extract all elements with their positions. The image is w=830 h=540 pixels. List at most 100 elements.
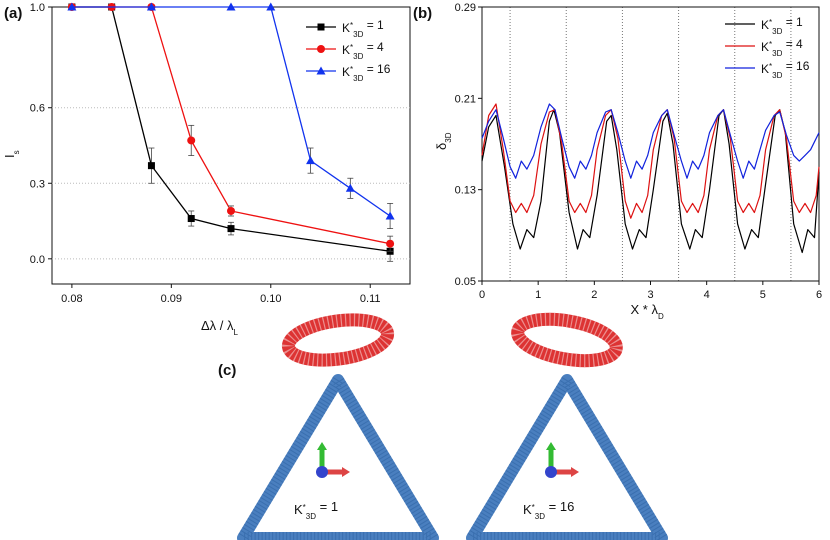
data-point [187, 215, 195, 223]
label-sub: 3D [772, 27, 782, 36]
caption-rest: = 16 [545, 499, 574, 514]
structure-illustrations: K*3D = 1 K*3D = 16 [234, 312, 671, 540]
axis-x-arrow [553, 469, 573, 475]
data-point [227, 206, 235, 215]
label-main: K [761, 18, 769, 32]
data-point [187, 136, 196, 145]
x-tick-label: 0.10 [260, 293, 281, 305]
x-tick-label: 3 [647, 289, 653, 301]
label-main: K [342, 21, 350, 35]
label-sub: s [12, 150, 21, 154]
legend-label: K*3D = 16 [761, 59, 810, 80]
x-tick-label: 0.11 [360, 293, 381, 305]
label-sub: 3D [353, 74, 363, 83]
legend-label: K*3D = 16 [342, 62, 391, 83]
label-sup: * [769, 62, 772, 71]
triangle-texture [463, 368, 671, 540]
chart-b-vlines [509, 7, 792, 281]
data-point [146, 2, 156, 11]
label-main: Δλ / λ [201, 318, 234, 333]
torus-body [281, 313, 395, 367]
legend-label: K*3D = 4 [342, 40, 384, 61]
series-line [481, 103, 820, 179]
label-main: K [523, 502, 532, 517]
chart-a-y-ticks: 0.0 0.3 0.6 1.0 [30, 2, 52, 266]
axis-y-arrow [548, 448, 554, 470]
legend-label: K*3D = 1 [342, 18, 384, 39]
legend-rest: = 4 [363, 40, 384, 54]
chart-a-frame [51, 6, 411, 285]
label-sup: * [303, 503, 306, 512]
data-point [147, 162, 155, 170]
data-point [227, 225, 235, 233]
label-sup: * [769, 18, 772, 27]
label-sub: L [234, 328, 239, 337]
legend-rest: = 1 [782, 15, 803, 29]
legend-rest: = 16 [782, 59, 809, 73]
legend-label: K*3D = 1 [761, 15, 803, 36]
axis-x-head [571, 467, 579, 477]
label-main: X * λ [631, 302, 659, 317]
axis-x-arrow [324, 469, 344, 475]
y-tick-label: 0.6 [30, 103, 45, 115]
chart-a-y-label: Is [2, 150, 21, 158]
chart-b-y-ticks: 0.05 0.13 0.21 0.29 [455, 2, 482, 288]
torus-texture [511, 312, 623, 368]
torus-helix [511, 312, 623, 368]
chart-a: (a) 0.08 0.09 0.10 0.11 0.00.30.61.0 K*3D =… [2, 2, 411, 337]
axis-y-head [317, 442, 327, 450]
axis-x-head [342, 467, 350, 477]
structure-1: K*3D = 1 [234, 313, 442, 540]
label-main: K [761, 40, 769, 54]
x-tick-label: 0 [479, 289, 485, 301]
label-sub: 3D [444, 132, 453, 142]
chart-a-series [67, 2, 395, 262]
label-main: K [342, 43, 350, 57]
x-tick-label: 0.09 [161, 293, 182, 305]
label-main: I [2, 154, 17, 158]
data-point [385, 211, 395, 220]
series-line [481, 103, 820, 219]
x-tick-label: 2 [591, 289, 597, 301]
label-sup: * [350, 21, 353, 30]
data-point [67, 2, 77, 11]
x-tick-label: 1 [535, 289, 541, 301]
data-point [345, 183, 355, 192]
label-sup: * [350, 43, 353, 52]
structure-2: K*3D = 16 [463, 312, 671, 540]
x-tick-label: 5 [760, 289, 766, 301]
label-sub: 3D [772, 71, 782, 80]
axis-y-head [546, 442, 556, 450]
panel-b-label: (b) [413, 5, 432, 22]
chart-a-x-ticks: 0.08 0.09 0.10 0.11 [61, 284, 381, 305]
chart-b-x-ticks: 0 1 2 3 4 5 6 [479, 281, 822, 301]
panel-c-label: (c) [218, 362, 236, 379]
label-sub: 3D [353, 30, 363, 39]
legend-rest: = 4 [782, 37, 803, 51]
label-sub: 3D [535, 512, 545, 521]
chart-b-x-label: X * λD [631, 302, 664, 321]
y-tick-label: 1.0 [30, 2, 45, 14]
y-tick-label: 0.13 [455, 185, 476, 197]
torus-helix [281, 313, 395, 367]
panel-a-label: (a) [4, 5, 22, 22]
torus-texture [281, 313, 395, 367]
structure-caption: K*3D = 16 [523, 499, 574, 521]
label-sub: D [658, 312, 664, 321]
y-tick-label: 0.05 [455, 276, 476, 288]
legend-label: K*3D = 4 [761, 37, 803, 58]
y-tick-label: 0.21 [455, 93, 476, 105]
data-point [266, 2, 276, 11]
legend-rest: = 1 [363, 18, 384, 32]
y-tick-label: 0.29 [455, 2, 476, 14]
legend-rest: = 16 [363, 62, 390, 76]
torus-body [511, 312, 623, 368]
triangle-frame [237, 374, 439, 540]
structure-caption: K*3D = 1 [294, 499, 338, 521]
x-tick-label: 4 [704, 289, 710, 301]
series-line [481, 109, 820, 254]
legend-marker [317, 45, 325, 53]
triangle-frame [466, 374, 668, 540]
